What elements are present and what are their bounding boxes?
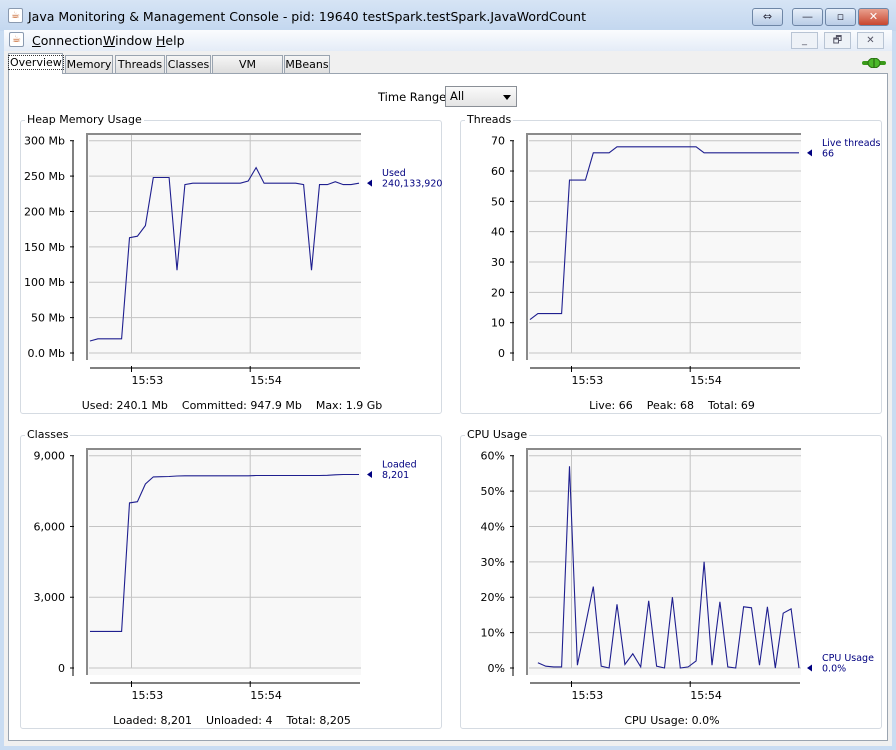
x-tick-label: 15:54 [690,374,722,387]
legend-arrow-icon [367,471,372,479]
window-title: Java Monitoring & Management Console - p… [28,9,587,24]
plot-border [526,448,801,675]
x-tick-label: 15:54 [250,689,282,702]
series-line [537,466,800,669]
plot-border [526,133,801,360]
plot-area [526,133,801,360]
y-tick-label: 0% [488,662,505,675]
y-tick-label: 200 Mb [24,205,65,218]
y-tick-label: 30% [481,556,505,569]
window-maximize-button[interactable]: ▫ [825,8,856,26]
time-range-label: Time Range: [378,90,451,104]
y-tick-label: 40 [491,226,505,239]
title-bar: ☕ Java Monitoring & Management Console -… [0,0,896,31]
panel-title: Classes [25,428,71,441]
classes-panel: 0 3,000 6,000 9,000 15:53 15:54 Loaded 8,201 Loa… [20,428,442,729]
legend-value: 8,201 [382,470,409,481]
tab-overview-label: Overview [8,55,64,70]
x-tick-label: 15:53 [132,689,164,702]
legend-value: 66 [822,148,834,159]
menu-bar: ☕ Connection Window Help _ 🗗 ✕ [4,30,892,51]
y-tick-label: 150 Mb [24,241,65,254]
legend-label: CPU Usage [822,653,874,664]
legend-label: Live threads [822,138,881,149]
panel-title: Threads [465,113,514,126]
chart-footer-summary: CPU Usage: 0.0% [624,714,719,727]
x-tick-label: 15:53 [132,374,164,387]
plot-border [86,133,361,360]
menu-help[interactable]: Help [156,33,185,48]
cpu-usage-chart: 0% 10% 20% 30% 40% 50% 60% 15:53 15:54 CPU Usage0… [481,448,874,727]
legend-label: Loaded [382,460,417,471]
chart-footer-summary: Loaded: 8,201 Unloaded: 4 Total: 8,205 [113,714,351,727]
internal-restore-button[interactable]: 🗗 [824,32,851,49]
cpu-usage-panel: 0% 10% 20% 30% 40% 50% 60% 15:53 15:54 CPU Usage 0… [460,428,882,729]
y-tick-label: 10 [491,317,505,330]
legend-value: 0.0% [822,664,846,675]
legend-arrow-icon [807,664,812,672]
internal-minimize-button[interactable]: _ [791,32,818,49]
tab-overview[interactable]: Overview [8,53,64,74]
panel-title: CPU Usage [465,428,530,441]
y-tick-label: 6,000 [34,520,66,533]
x-tick-label: 15:53 [572,689,604,702]
legend-arrow-icon [807,149,812,157]
y-tick-label: 40% [481,520,505,533]
chevron-down-icon [503,95,511,100]
time-range-value: All [450,89,465,103]
y-tick-label: 250 Mb [24,170,65,183]
y-tick-label: 70 [491,135,505,148]
x-tick-label: 15:54 [250,374,282,387]
x-tick-label: 15:54 [690,689,722,702]
java-app-icon: ☕ [8,8,23,23]
y-tick-label: 20% [481,591,505,604]
tab-area: Overview Memory Threads Classes VM Summa… [4,51,892,746]
time-range-select[interactable]: All [445,86,517,107]
window-restore-size-button[interactable]: ⇔ [752,8,783,26]
y-tick-label: 60 [491,165,505,178]
java-menu-icon[interactable]: ☕ [9,32,24,47]
y-tick-label: 50% [481,485,505,498]
menu-connection[interactable]: Connection [32,33,103,48]
internal-close-button[interactable]: ✕ [857,32,884,49]
y-tick-label: 3,000 [34,591,66,604]
y-tick-label: 30 [491,256,505,269]
overview-panel: Time Range: All 0.0 Mb 50 Mb 100 Mb 150 Mb 2… [8,73,888,741]
connected-plug-icon[interactable] [862,58,886,68]
tab-memory[interactable]: Memory [65,55,113,74]
tab-vm-summary[interactable]: VM Summary [212,55,283,88]
tab-threads[interactable]: Threads [115,55,165,74]
panel-title: Heap Memory Usage [25,113,144,126]
window-close-button[interactable]: ✕ [858,8,889,26]
y-tick-label: 100 Mb [24,276,65,289]
chart-footer-summary: Used: 240.1 Mb Committed: 947.9 Mb Max: … [82,399,383,412]
y-tick-label: 20 [491,286,505,299]
y-tick-label: 10% [481,627,505,640]
threads-panel: 0 10 20 30 40 50 60 70 15:53 15:54 Live threads 66 L… [460,113,882,414]
plot-area [86,448,361,675]
chart-footer-summary: Live: 66 Peak: 68 Total: 69 [589,399,755,412]
y-tick-label: 0.0 Mb [28,347,65,360]
legend-label: Used [382,168,406,179]
legend-value: 240,133,920 [382,179,442,190]
tab-mbeans[interactable]: MBeans [284,55,330,74]
y-tick-label: 60% [481,450,505,463]
tab-classes[interactable]: Classes [166,55,211,74]
menu-window[interactable]: Window [103,33,153,48]
y-tick-label: 50 Mb [31,312,65,325]
y-tick-label: 9,000 [34,450,66,463]
y-tick-label: 0 [498,347,505,360]
heap-memory-chart: 0.0 Mb 50 Mb 100 Mb 150 Mb 200 Mb 250 Mb 300 M… [24,133,442,412]
plot-border [86,448,361,675]
y-tick-label: 50 [491,195,505,208]
window-minimize-button[interactable]: — [792,8,823,26]
y-tick-label: 0 [58,662,65,675]
legend-arrow-icon [367,179,372,187]
heap-memory-panel: 0.0 Mb 50 Mb 100 Mb 150 Mb 200 Mb 250 Mb 300 M… [20,113,442,414]
y-tick-label: 300 Mb [24,135,65,148]
x-tick-label: 15:53 [572,374,604,387]
